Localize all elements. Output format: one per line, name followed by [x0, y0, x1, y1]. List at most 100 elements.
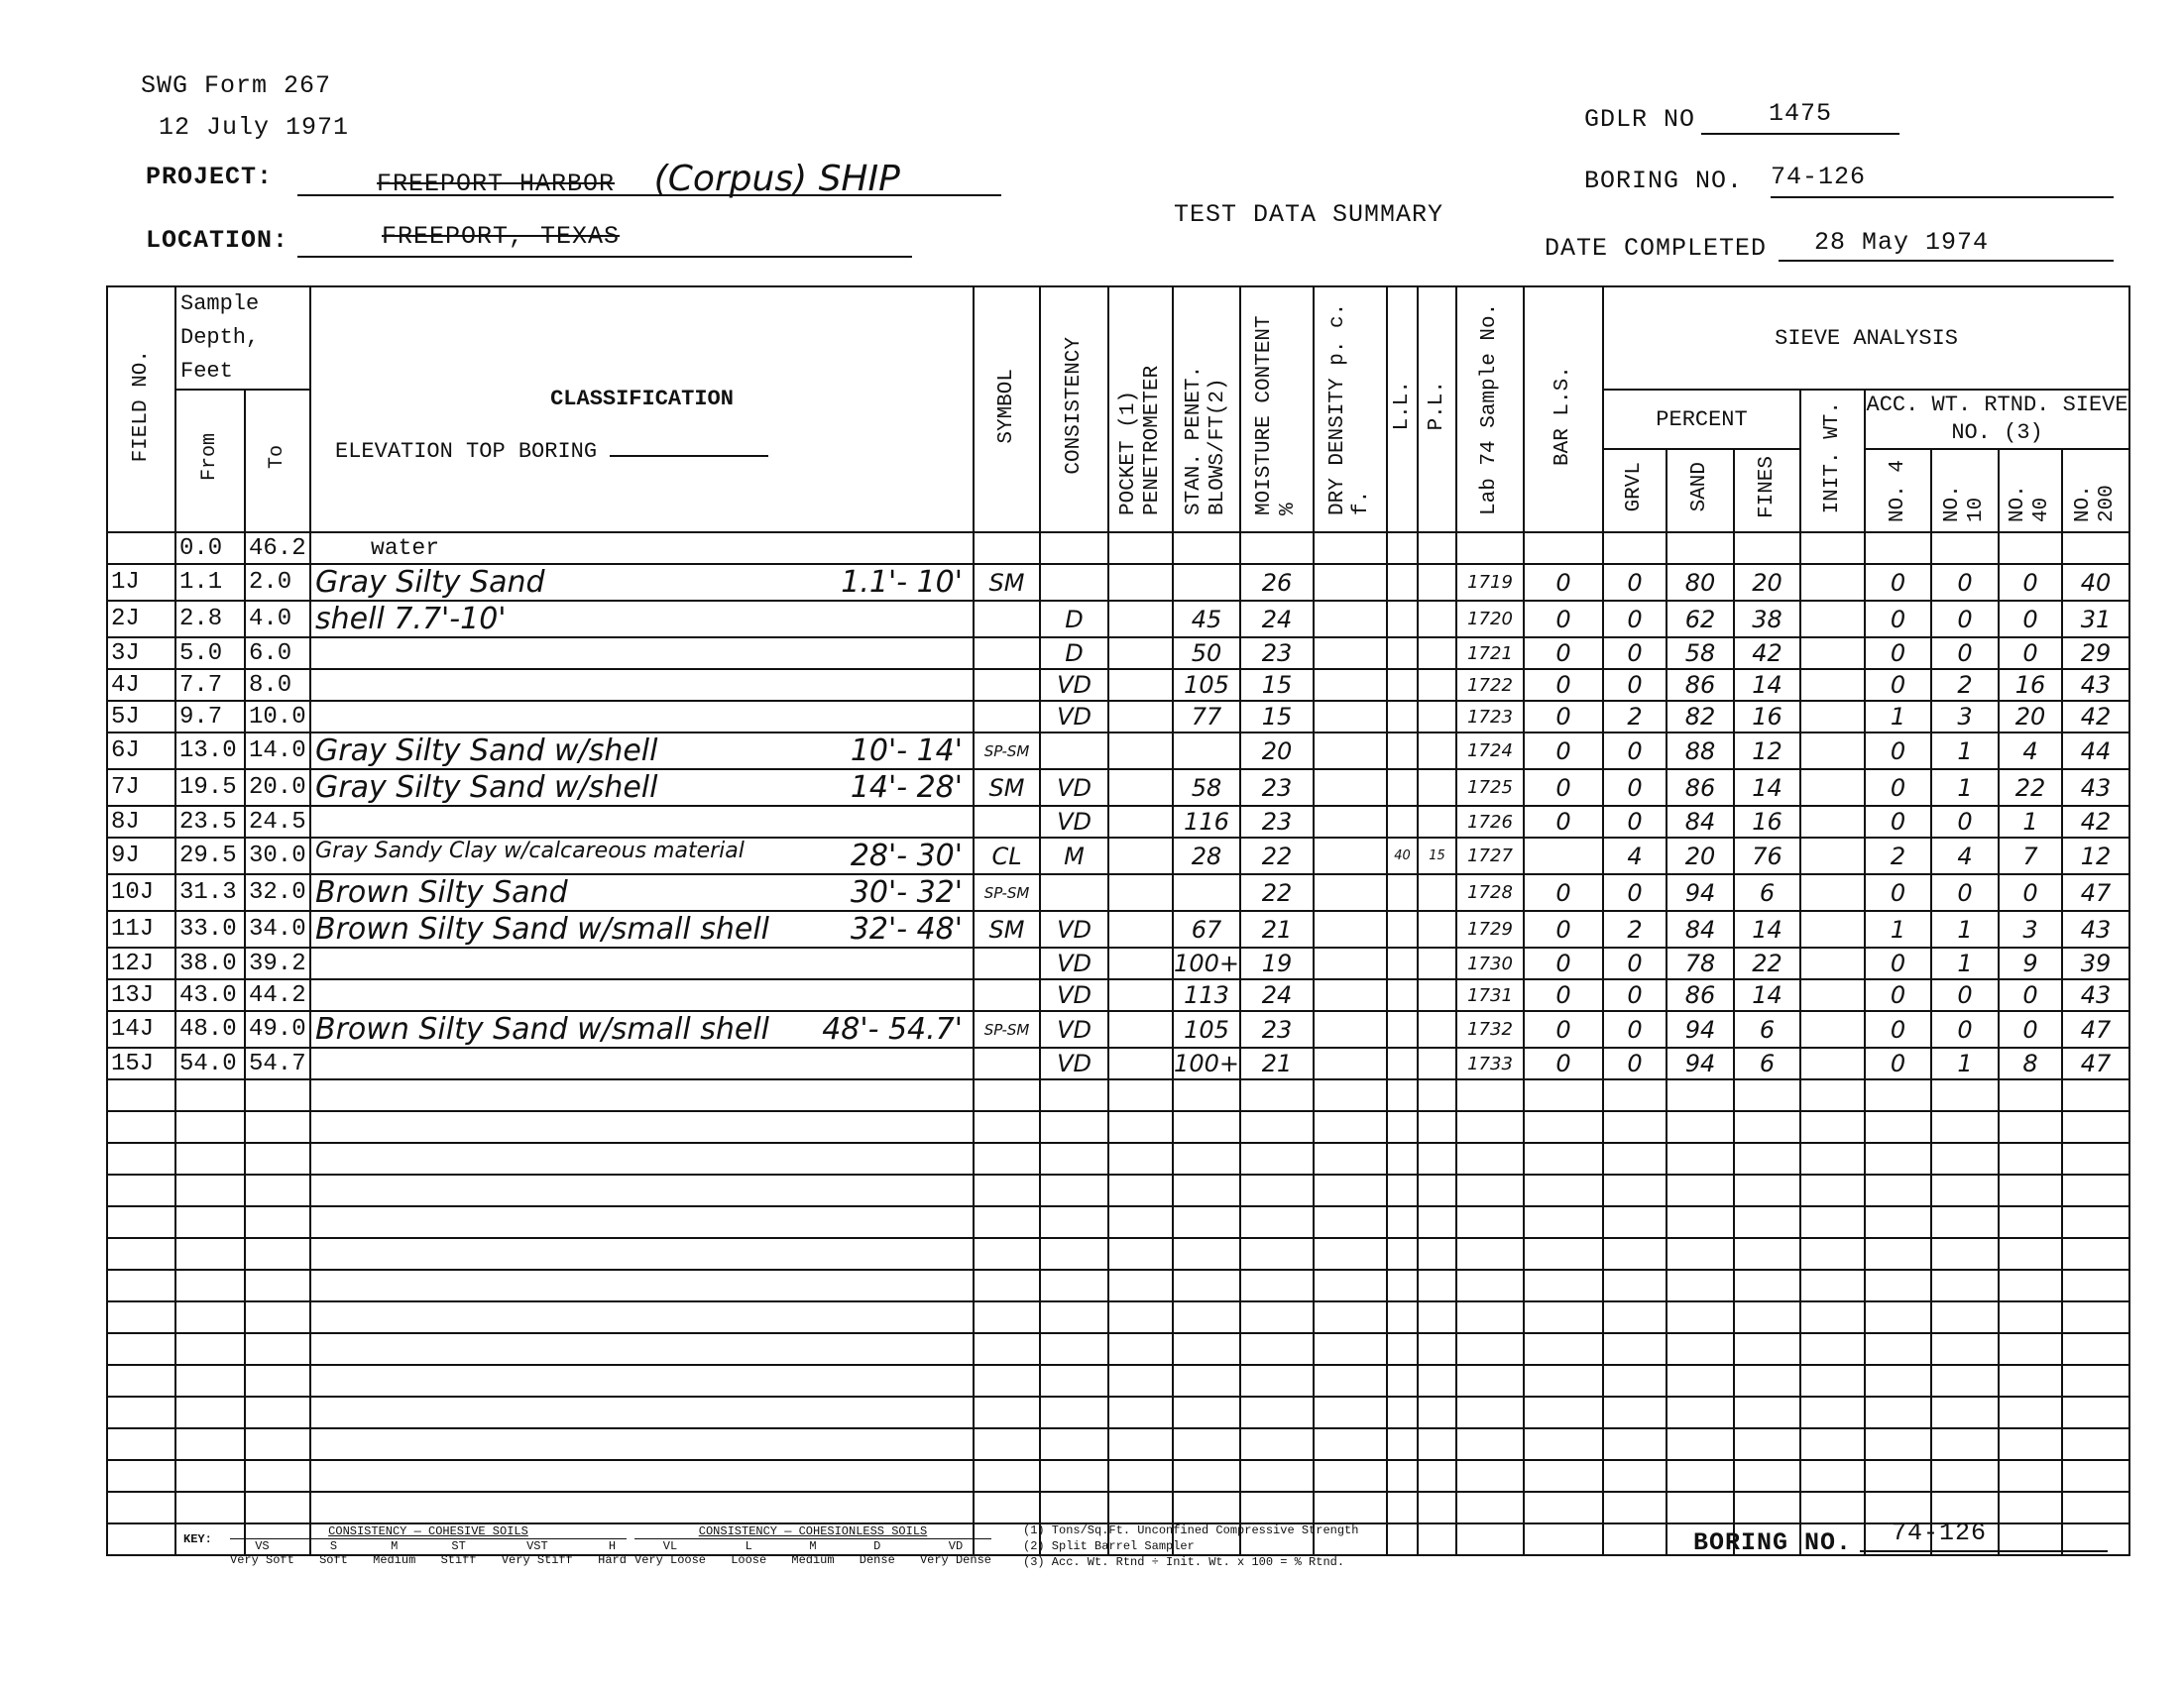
cell-empty [1799, 1142, 1867, 1176]
cell-empty [1733, 1174, 1802, 1207]
cell-ll: 40 [1386, 837, 1420, 875]
cell-empty [1799, 636, 1867, 670]
cell-bar: 0 [1523, 1047, 1605, 1080]
cell-cons: VD [1039, 805, 1110, 839]
cell-empty [1602, 1205, 1668, 1239]
cell-empty [1666, 1491, 1736, 1524]
cell-moist: 23 [1239, 805, 1316, 839]
cell-empty [106, 1300, 176, 1334]
cell-empty [1666, 1237, 1736, 1271]
cell-empty [174, 1522, 246, 1556]
cell-ll [1386, 1010, 1420, 1049]
cell-lab: 1729 [1455, 910, 1526, 949]
header-ll: L.L. [1386, 285, 1420, 533]
cell-empty [1455, 1237, 1526, 1271]
header-acc-wt-rtnd: ACC. WT. RTND. SIEVE NO. (3) [1864, 389, 2131, 450]
cell-grvl: 4 [1602, 837, 1668, 875]
empty-row [106, 1459, 2131, 1493]
cell-no200: 43 [2061, 910, 2131, 949]
key-code: M [391, 1539, 399, 1553]
table-row: 15J 54.0 54.7 VD 100+ 21 1733 0 0 94 6 0 1 8 47 [106, 1047, 2131, 1080]
cell-empty [1386, 1237, 1420, 1271]
cell-empty [1417, 1174, 1458, 1207]
cell-empty [1523, 1205, 1605, 1239]
empty-row [106, 1491, 2131, 1524]
cell-empty [1313, 1364, 1389, 1398]
cell-field: 3J [106, 636, 176, 670]
cell-no10: 0 [1930, 873, 2001, 912]
location-struck-value: FREEPORT, TEXAS [382, 222, 621, 251]
cell-empty [1523, 1332, 1605, 1366]
table-row: 0.0 46.2 water [106, 531, 2131, 565]
cell-grvl: 0 [1602, 947, 1668, 980]
cell-empty [1998, 1205, 2064, 1239]
cell-bar: 0 [1523, 910, 1605, 949]
header-symbol: SYMBOL [973, 285, 1042, 533]
cell-grvl: 2 [1602, 700, 1668, 733]
header-lab-sample: Lab 74 Sample No. [1455, 285, 1526, 533]
cell-no10: 0 [1930, 636, 2001, 670]
cell-empty [1799, 700, 1867, 733]
header-init-wt: INIT. WT. [1799, 389, 1867, 533]
cell-no10: 0 [1930, 600, 2001, 638]
cell-empty [1107, 1142, 1175, 1176]
cell-empty [1799, 805, 1867, 839]
cell-empty [1107, 636, 1175, 670]
cell-empty [1172, 1396, 1242, 1429]
cell-classification [309, 978, 976, 1012]
cell-ll [1386, 768, 1420, 807]
cell-grvl: 0 [1602, 563, 1668, 602]
cell-empty [1733, 1427, 1802, 1461]
cell-blows [1172, 873, 1242, 912]
cell-fines: 14 [1733, 668, 1802, 702]
cell-sand: 94 [1666, 1047, 1736, 1080]
cell-empty [1799, 668, 1867, 702]
cell-lab: 1724 [1455, 732, 1526, 770]
cell-sand: 82 [1666, 700, 1736, 733]
key-label: KEY: [183, 1532, 212, 1546]
cell-empty [106, 1459, 176, 1493]
cell-no10: 1 [1930, 768, 2001, 807]
cell-empty [174, 1078, 246, 1112]
cell-empty [1523, 1300, 1605, 1334]
empty-row [106, 1332, 2131, 1366]
cell-empty [243, 1205, 312, 1239]
cell-empty [1417, 1459, 1458, 1493]
cell-empty [1864, 1427, 1933, 1461]
cell-no40: 7 [1998, 837, 2064, 875]
cell-empty [1666, 1427, 1736, 1461]
cell-empty [1417, 1205, 1458, 1239]
project-label: PROJECT: [146, 163, 274, 191]
cell-empty [1313, 1205, 1389, 1239]
cell-no200: 43 [2061, 668, 2131, 702]
cell-empty [1039, 1522, 1110, 1556]
cell-bar: 0 [1523, 1010, 1605, 1049]
cell-empty [1523, 1427, 1605, 1461]
cell-empty [106, 1269, 176, 1302]
key-meaning: Medium [373, 1553, 416, 1567]
cell-grvl: 0 [1602, 978, 1668, 1012]
cell-empty [2061, 1174, 2131, 1207]
cell-empty [1239, 1237, 1316, 1271]
cell-empty [1799, 732, 1867, 770]
empty-row [106, 1078, 2131, 1112]
cell-empty [1455, 1427, 1526, 1461]
cell-moist: 24 [1239, 600, 1316, 638]
cell-empty [243, 1300, 312, 1334]
location-field: FREEPORT, TEXAS [297, 222, 912, 258]
key-code: S [329, 1539, 338, 1553]
cell-no10: 1 [1930, 947, 2001, 980]
cell-empty [1864, 1110, 1933, 1144]
cell-symbol: SM [973, 768, 1042, 807]
cell-empty [1455, 1491, 1526, 1524]
key-entry: ST Stiff [441, 1539, 477, 1567]
cell-empty [243, 1142, 312, 1176]
cell-no4: 0 [1864, 732, 1933, 770]
cell-to: 30.0 [243, 837, 312, 875]
cell-empty [1313, 1332, 1389, 1366]
cell-classification: shell 7.7'-10' [309, 600, 976, 638]
table-row: 7J 19.5 20.0 Gray Silty Sand w/shell 14'- 28… [106, 768, 2131, 807]
cell-empty [1172, 1300, 1242, 1334]
cell-empty [973, 1491, 1042, 1524]
key-meaning: Very Loose [634, 1553, 707, 1567]
